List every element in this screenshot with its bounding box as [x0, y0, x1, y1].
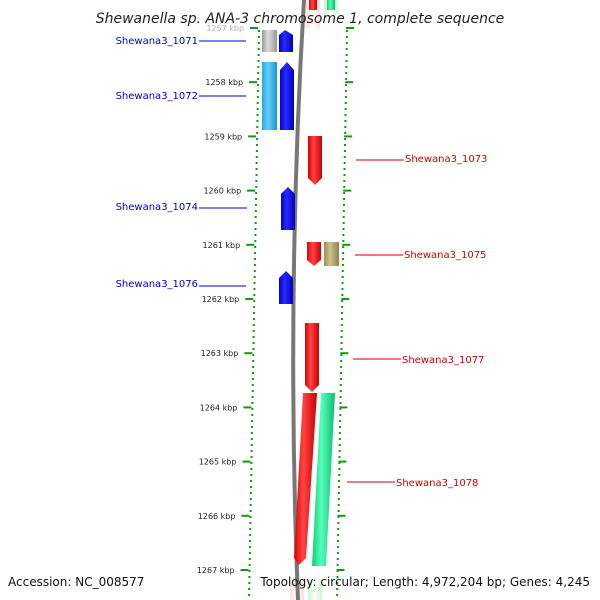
left-ruler-dots [248, 30, 260, 596]
map-title: Shewanella sp. ANA-3 chromosome 1, compl… [96, 11, 505, 27]
ring-gene-green-top [327, 0, 335, 10]
tick-label: 1265 kbp [199, 458, 237, 467]
gene-label: Shewana3_1078 [396, 478, 478, 489]
tick-mark-right [346, 27, 355, 29]
tick-label: 1257 kbp [206, 24, 244, 33]
gene-shewana3-1074 [281, 187, 295, 230]
right-ruler-dots [336, 30, 348, 596]
tick-mark-left [242, 460, 251, 463]
tick-mark-right [344, 135, 353, 138]
gene-label: Shewana3_1074 [116, 202, 198, 213]
gene-1078-shadow [312, 393, 335, 566]
tick-mark-right [337, 514, 346, 517]
gene-shewana3-1077 [305, 323, 319, 392]
gene-1075-shadow [324, 242, 339, 266]
chromosome-backbone [291, 0, 306, 600]
tick-label: 1262 kbp [202, 295, 240, 304]
tick-mark-left [243, 406, 252, 409]
tick-mark-right [338, 460, 347, 463]
gene-1071-shadow [262, 30, 277, 52]
tick-mark-right [339, 406, 348, 409]
tick-mark-left [245, 298, 254, 300]
tick-label: 1266 kbp [198, 512, 236, 521]
accession-label: Accession: NC_008577 [8, 575, 144, 589]
tick-label: 1267 kbp [197, 566, 235, 575]
gene-shewana3-1072 [280, 62, 294, 130]
tick-mark-left [250, 27, 259, 29]
tick-mark-left [246, 243, 255, 246]
tick-label: 1264 kbp [200, 403, 238, 412]
gene-label: Shewana3_1077 [402, 355, 484, 366]
gene-label: Shewana3_1076 [116, 279, 198, 290]
tick-mark-right [345, 81, 354, 84]
gene-label: Shewana3_1071 [116, 36, 198, 47]
tick-mark-left [249, 81, 258, 84]
gene-shewana3-1071 [279, 30, 293, 52]
tick-label: 1260 kbp [203, 187, 241, 196]
tick-layer: 1257 kbp 1258 kbp 1259 kbp 1260 kbp 1261 kbp… [197, 24, 355, 596]
tick-label: 1258 kbp [205, 78, 243, 87]
tick-mark-right [343, 189, 352, 192]
tick-mark-left [247, 189, 256, 192]
tick-mark-right [336, 569, 345, 571]
tick-label: 1263 kbp [201, 349, 239, 358]
ring-gene-red-top [309, 0, 317, 10]
gene-shewana3-1073 [308, 136, 322, 185]
tick-label: 1259 kbp [204, 132, 242, 141]
gene-label: Shewana3_1073 [405, 154, 487, 165]
tick-mark-right [340, 352, 349, 355]
gene-label-layer: Shewana3_1071 Shewana3_1072 Shewana3_1073 S… [116, 36, 488, 489]
tick-mark-left [241, 514, 250, 517]
tick-mark-left [240, 569, 249, 571]
tick-label: 1261 kbp [203, 241, 241, 250]
gene-label: Shewana3_1072 [116, 91, 198, 102]
gene-shewana3-1078 [294, 393, 317, 565]
gene-label: Shewana3_1075 [404, 250, 486, 261]
gene-shewana3-1075 [307, 242, 321, 266]
tick-mark-left [244, 352, 253, 355]
tick-mark-left [248, 135, 257, 138]
tick-mark-right [342, 243, 351, 246]
gene-1072-shadow [262, 62, 277, 130]
ring-mint-bottom [308, 580, 322, 600]
gene-shewana3-1076 [279, 271, 293, 304]
topology-label: Topology: circular; Length: 4,972,204 bp… [259, 575, 590, 589]
tick-mark-right [341, 298, 350, 300]
